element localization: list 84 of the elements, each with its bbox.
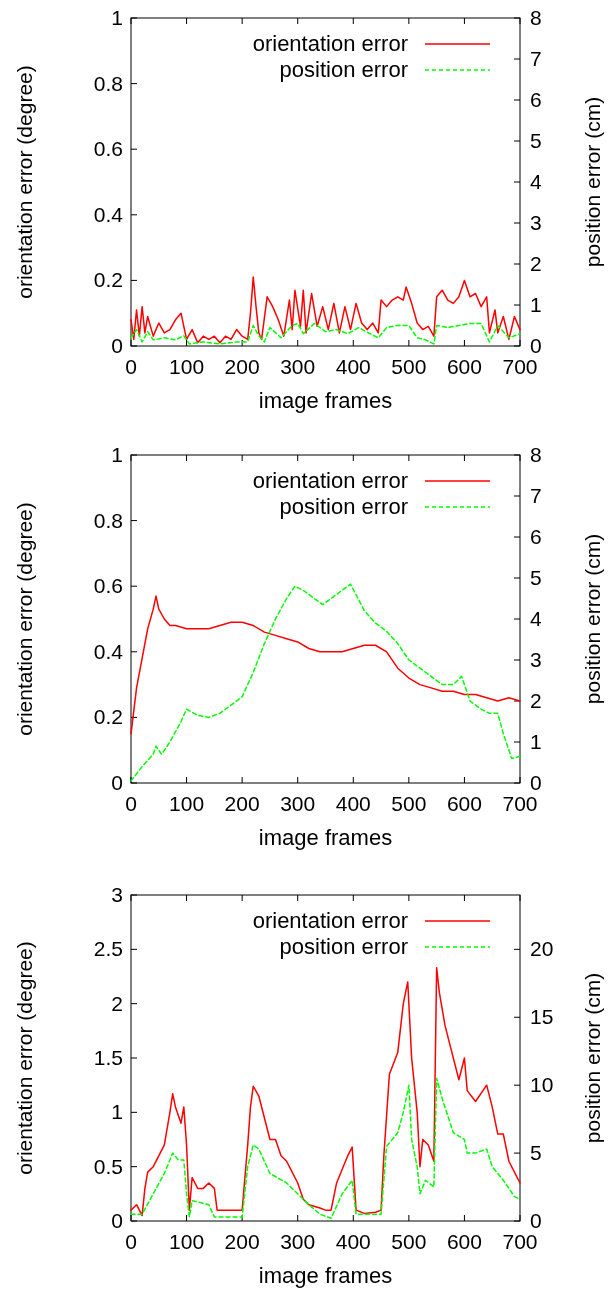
- x-tick-label: 400: [335, 1230, 371, 1253]
- y-tick-label: 0.6: [93, 574, 123, 598]
- y2-tick-label: 3: [530, 648, 542, 671]
- y-tick-label: 0: [111, 771, 123, 794]
- line-series: [130, 1077, 521, 1220]
- y-tick-label: 0.2: [93, 705, 123, 729]
- x-tick-label: 200: [224, 1230, 260, 1253]
- y-tick-label: 0.6: [93, 137, 123, 161]
- line-series: [130, 322, 521, 345]
- y2-axis-title: position error (cm): [581, 533, 604, 705]
- x-tick-label: 600: [446, 1230, 482, 1253]
- x-tick-label: 600: [446, 355, 482, 378]
- x-tick-label: 700: [502, 355, 538, 378]
- y-tick-label: 0.8: [93, 508, 123, 532]
- y2-tick-label: 7: [530, 484, 542, 507]
- x-tick-label: 500: [391, 355, 427, 378]
- x-tick-label: 100: [169, 355, 205, 378]
- y-tick-label: 0.5: [93, 1154, 123, 1178]
- y-axis-title: orientation error (degree): [13, 941, 36, 1175]
- y-tick-label: 1.5: [93, 1046, 123, 1069]
- x-tick-label: 700: [502, 1230, 538, 1253]
- line-series: [130, 276, 521, 344]
- y2-tick-label: 15: [530, 1005, 554, 1029]
- y2-axis-title: position error (cm): [581, 972, 604, 1144]
- x-tick-label: 200: [224, 792, 260, 815]
- x-tick-label: 500: [391, 792, 427, 815]
- y2-tick-label: 8: [530, 443, 542, 466]
- legend-label: orientation error: [252, 908, 408, 933]
- y-tick-label: 0.8: [93, 71, 123, 95]
- y2-tick-label: 4: [530, 607, 542, 630]
- y-axis-title: orientation error (degree): [13, 65, 36, 299]
- x-tick-label: 300: [280, 355, 316, 378]
- legend-label: orientation error: [252, 31, 408, 56]
- y-tick-label: 0.4: [93, 202, 124, 226]
- x-tick-label: 300: [280, 792, 316, 815]
- y2-tick-label: 5: [530, 1141, 542, 1165]
- y-tick-label: 1: [111, 1100, 123, 1124]
- legend-label: position error: [279, 494, 408, 519]
- x-axis-title: image frames: [258, 388, 393, 413]
- y-tick-label: 2.5: [93, 937, 123, 961]
- y-axis-title: orientation error (degree): [13, 502, 36, 736]
- x-tick-label: 400: [335, 355, 371, 378]
- y2-tick-label: 10: [530, 1073, 554, 1097]
- x-tick-label: 700: [502, 792, 538, 815]
- line-series: [130, 967, 521, 1217]
- x-tick-label: 400: [335, 792, 371, 815]
- legend-label: orientation error: [252, 468, 408, 493]
- y-tick-label: 3: [111, 883, 123, 906]
- y2-tick-label: 5: [530, 566, 542, 589]
- y-tick-label: 0: [111, 1209, 123, 1232]
- y-tick-label: 0.4: [93, 639, 124, 663]
- y2-tick-label: 1: [530, 293, 542, 316]
- y-tick-label: 0: [111, 334, 123, 357]
- x-tick-label: 100: [169, 1230, 205, 1253]
- y-tick-label: 1: [111, 6, 123, 29]
- y2-tick-label: 0: [530, 771, 542, 794]
- x-axis-title: image frames: [258, 825, 393, 850]
- y2-axis-title: position error (cm): [581, 96, 604, 268]
- y2-tick-label: 1: [530, 730, 542, 753]
- legend-label: position error: [279, 57, 408, 82]
- x-tick-label: 600: [446, 792, 482, 815]
- legend-label: position error: [279, 934, 408, 959]
- line-series: [130, 583, 521, 782]
- x-tick-label: 200: [224, 355, 260, 378]
- y2-tick-label: 20: [530, 937, 554, 961]
- x-tick-label: 500: [391, 1230, 427, 1253]
- y2-tick-label: 0: [530, 1209, 542, 1232]
- line-series: [130, 595, 521, 735]
- x-tick-label: 300: [280, 1230, 316, 1253]
- y-tick-label: 1: [111, 443, 123, 466]
- y2-tick-label: 0: [530, 334, 542, 357]
- y2-tick-label: 5: [530, 129, 542, 152]
- y2-tick-label: 6: [530, 525, 542, 548]
- y2-tick-label: 7: [530, 47, 542, 70]
- y2-tick-label: 6: [530, 88, 542, 111]
- x-tick-label: 100: [169, 792, 205, 815]
- x-axis-title: image frames: [258, 1263, 393, 1288]
- y2-tick-label: 2: [530, 689, 542, 712]
- y2-tick-label: 4: [530, 170, 542, 193]
- y-tick-label: 2: [111, 991, 123, 1015]
- y2-tick-label: 2: [530, 252, 542, 275]
- y2-tick-label: 3: [530, 211, 542, 234]
- y-tick-label: 0.2: [93, 268, 123, 292]
- y2-tick-label: 8: [530, 6, 542, 29]
